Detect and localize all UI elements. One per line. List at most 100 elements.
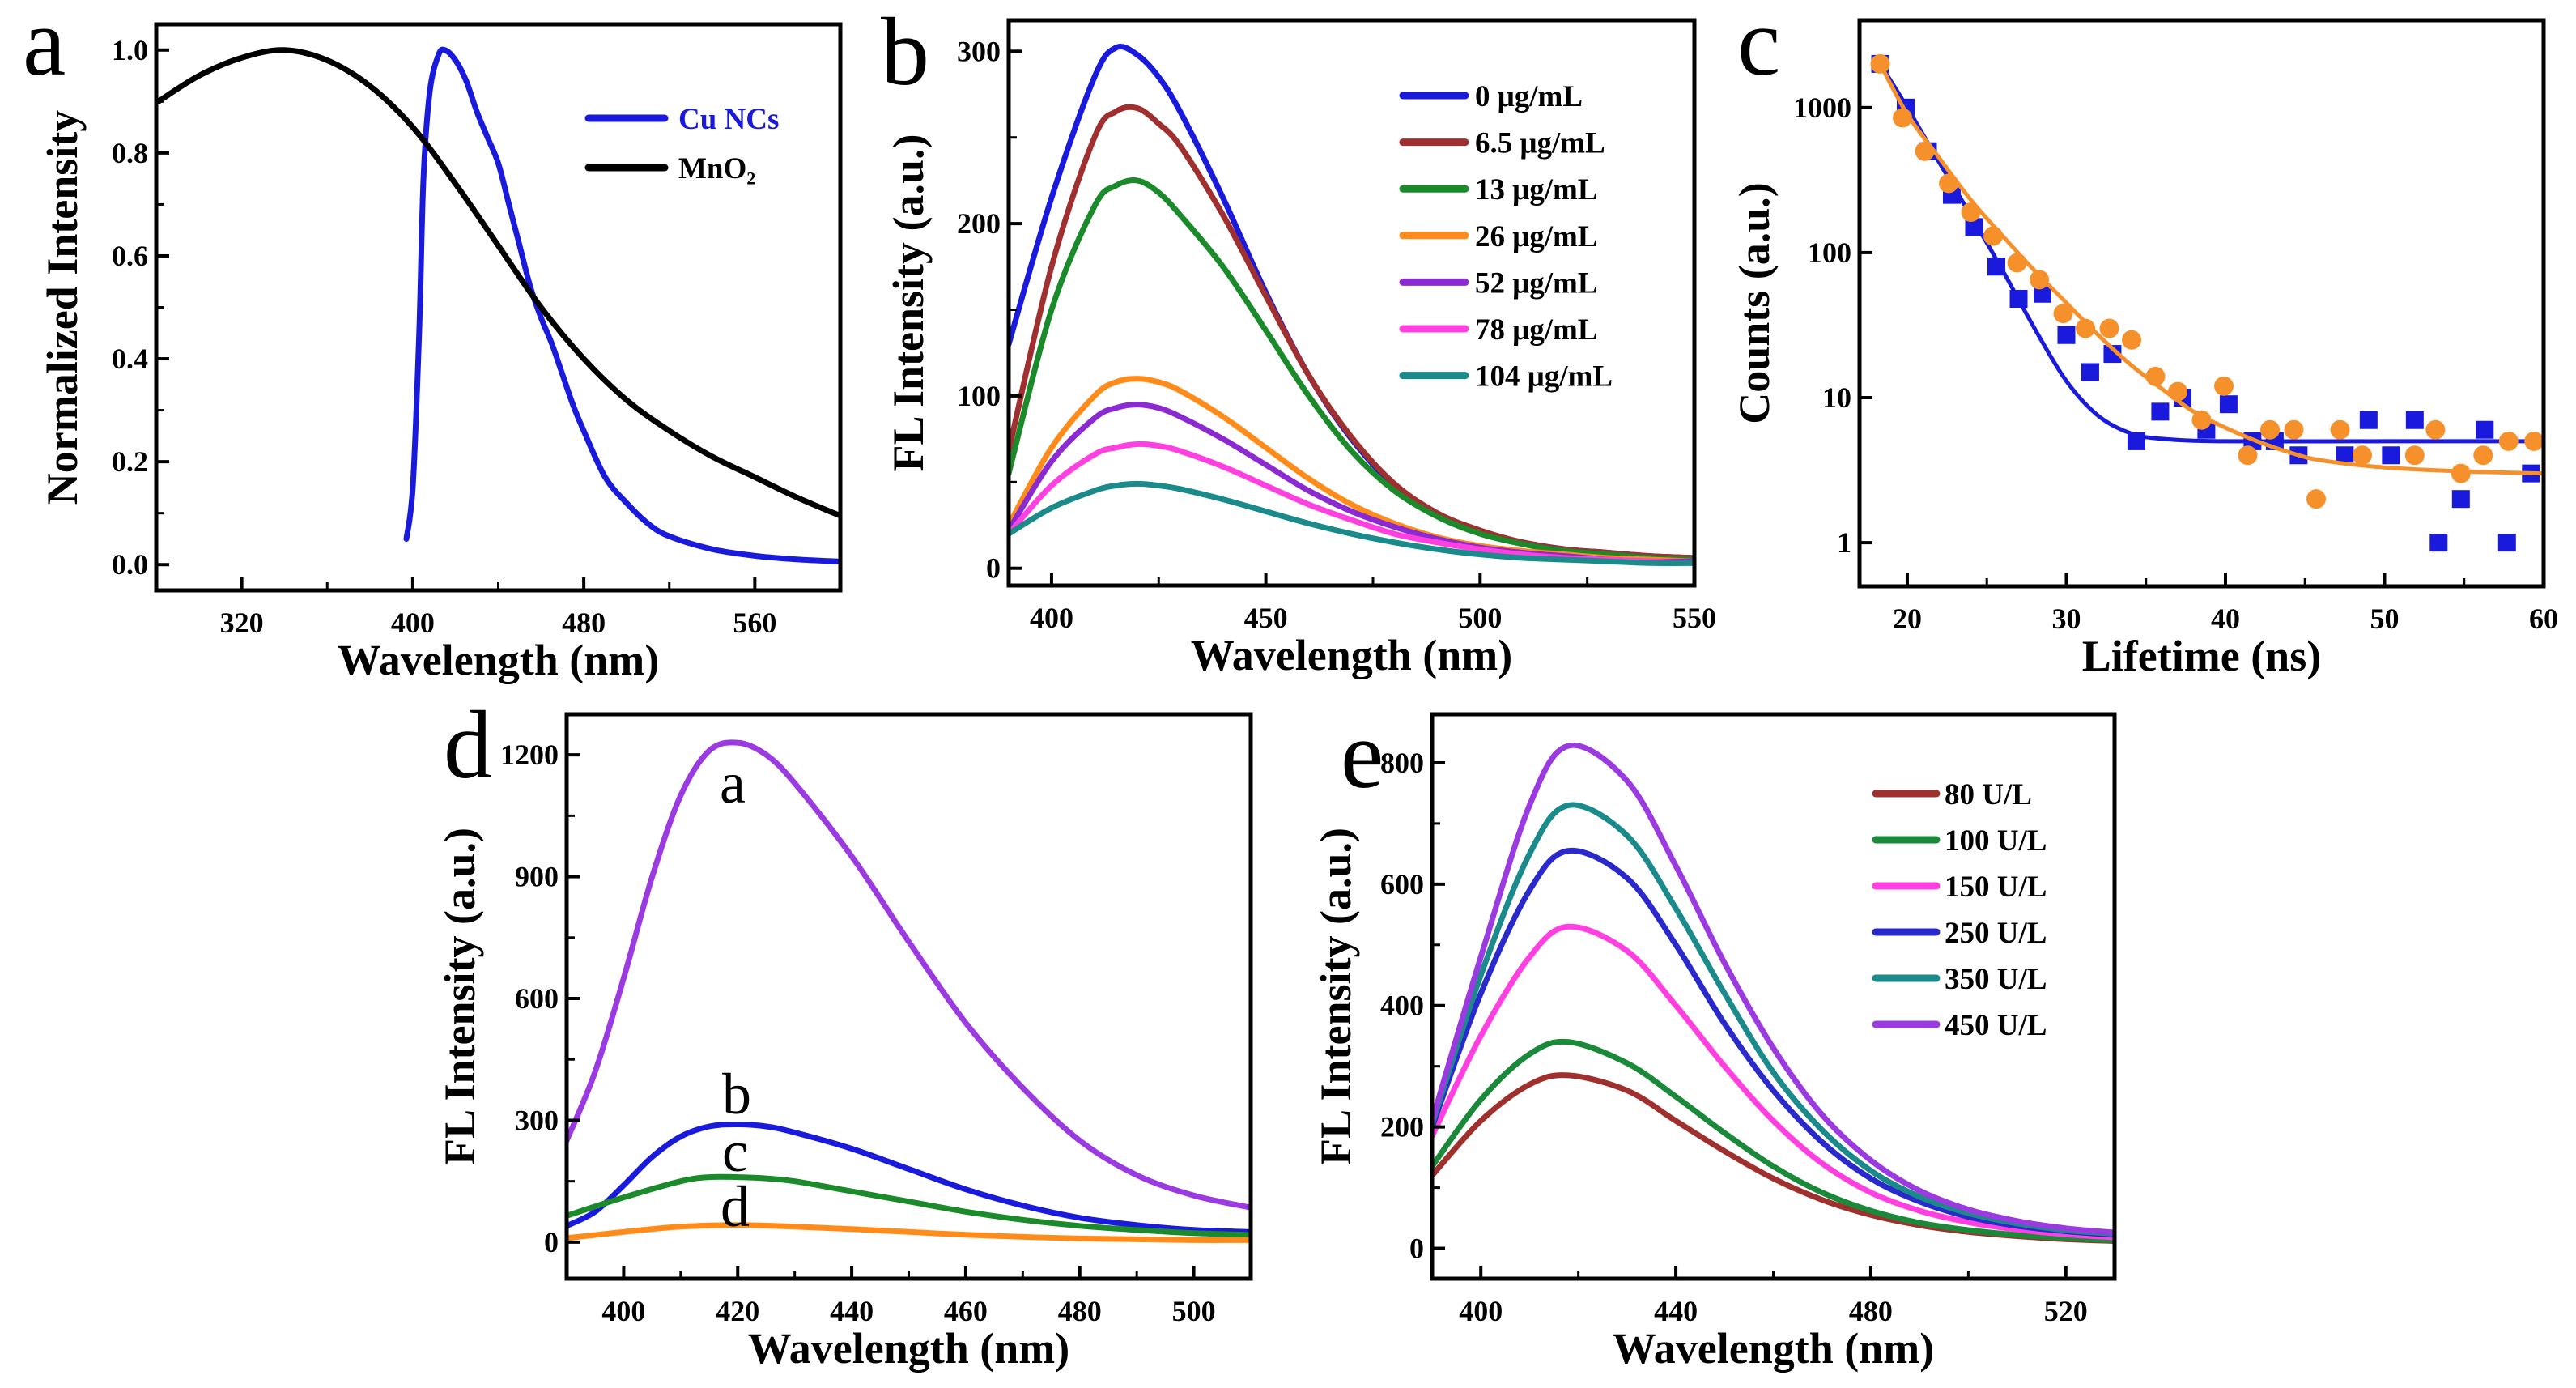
data-point-circle (2284, 419, 2304, 440)
data-point-square (2405, 411, 2424, 429)
x-tick-label: 60 (2529, 602, 2558, 635)
legend-label: 13 μg/mL (1475, 173, 1598, 206)
data-point-square (2451, 490, 2470, 509)
series-line (567, 1222, 1251, 1243)
y-tick-label: 300 (957, 35, 1001, 67)
data-point-circle (2451, 463, 2471, 483)
x-tick-label: 500 (1172, 1295, 1216, 1327)
x-tick-label: 480 (1058, 1295, 1102, 1327)
x-tick-label: 40 (2211, 602, 2240, 635)
series-line (1432, 1072, 2115, 1244)
y-tick-label: 0.0 (112, 548, 148, 581)
legend-label: 80 U/L (1945, 778, 2032, 811)
panel-c: 20 30 40 50 60 1 10 100 1000 Lifetime (ns) Counts … (1730, 0, 2558, 680)
y-axis-label: FL Intensity (a.u.) (1311, 828, 1360, 1165)
series-line (567, 739, 1251, 1211)
curve-label: d (721, 1174, 750, 1239)
y-tick-label: 300 (515, 1104, 559, 1136)
x-axis-label: Wavelength (nm) (748, 1324, 1070, 1373)
y-tick-label: 1200 (500, 739, 559, 771)
panel-letter: e (1341, 700, 1384, 808)
y-tick-label: 100 (1808, 236, 1851, 269)
data-point-circle (2030, 270, 2050, 290)
legend-label: 250 U/L (1945, 917, 2047, 950)
x-axis-label: Wavelength (nm) (1613, 1324, 1935, 1373)
series-line (1432, 923, 2115, 1241)
x-tick-label: 400 (1030, 602, 1073, 634)
x-tick-label: 500 (1458, 602, 1502, 634)
panel-a: 320 400 480 560 0.0 0.2 0.4 0.6 0.8 1.0 Wavelength… (23, 0, 843, 684)
y-tick-label: 0.6 (112, 240, 148, 272)
legend-label: 6.5 μg/mL (1475, 127, 1605, 160)
y-tick-label: 10 (1822, 381, 1851, 414)
y-tick-label: 600 (1380, 868, 1424, 900)
data-point-square (2151, 402, 2170, 421)
series-line (156, 47, 840, 519)
data-point-square (2057, 326, 2076, 344)
y-tick-label: 1 (1837, 526, 1851, 559)
data-point-circle (2425, 419, 2446, 440)
y-tick-label: 900 (515, 861, 559, 893)
data-point-square (2429, 534, 2448, 552)
panel-e: 400 440 480 520 0 200 400 600 800 Wavelength (nm)… (1311, 700, 2117, 1373)
x-tick-label: 480 (1849, 1295, 1893, 1327)
series-line (1432, 1038, 2115, 1244)
plot-frame (1006, 18, 1697, 588)
curve-label: b (722, 1062, 751, 1126)
x-tick-label: 440 (830, 1295, 874, 1327)
data-point-circle (2122, 330, 2142, 350)
data-point-circle (2053, 304, 2073, 324)
y-tick-label: 0 (986, 552, 1001, 585)
data-point-circle (2076, 318, 2096, 338)
series-line (1009, 480, 1694, 566)
panel-letter: b (881, 0, 929, 105)
x-tick-label: 480 (562, 607, 606, 639)
x-tick-label: 320 (220, 607, 264, 639)
data-point-square (2103, 345, 2122, 364)
series-line (1432, 742, 2115, 1236)
data-point-circle (1983, 226, 2004, 246)
legend-label: 0 μg/mL (1475, 80, 1583, 113)
data-point-circle (2330, 419, 2350, 440)
plot-frame (564, 712, 1253, 1281)
y-tick-label: 200 (1380, 1111, 1424, 1143)
x-tick-label: 420 (716, 1295, 759, 1327)
x-tick-label: 50 (2370, 602, 2399, 635)
data-point-square (2336, 446, 2354, 465)
fit-line (1878, 62, 2544, 444)
legend-label: 52 μg/mL (1475, 266, 1598, 300)
curve-label: c (722, 1119, 748, 1184)
data-point-circle (2238, 445, 2258, 466)
x-tick-label: 400 (391, 607, 435, 639)
y-axis-label: Counts (a.u.) (1730, 182, 1779, 424)
legend-label: 150 U/L (1945, 871, 2047, 904)
x-tick-label: 400 (1459, 1295, 1503, 1327)
y-axis-label: FL Intensity (a.u.) (884, 134, 933, 471)
x-tick-label: 450 (1244, 602, 1288, 634)
legend-label: 100 U/L (1945, 824, 2047, 858)
series-line (567, 1173, 1251, 1238)
y-tick-label: 1.0 (112, 34, 148, 66)
y-tick-label: 600 (515, 982, 559, 1015)
legend-label: 104 μg/mL (1475, 360, 1613, 394)
fit-line (1878, 62, 2544, 476)
series-line (567, 1121, 1251, 1235)
y-tick-label: 0 (1409, 1233, 1424, 1265)
data-point-circle (2404, 445, 2425, 466)
x-tick-label: 520 (2044, 1295, 2088, 1327)
data-point-circle (2498, 431, 2519, 451)
panel-letter: d (444, 691, 492, 798)
x-tick-label: 440 (1654, 1295, 1698, 1327)
data-point-circle (2352, 445, 2372, 466)
data-point-circle (2473, 445, 2493, 466)
x-tick-label: 30 (2051, 602, 2081, 635)
y-axis-label: FL Intensity (a.u.) (436, 828, 484, 1165)
series-line (1432, 802, 2115, 1237)
y-tick-label: 200 (957, 207, 1001, 240)
data-point-square (2476, 420, 2494, 439)
data-point-square (2497, 534, 2516, 552)
series-line (1009, 402, 1694, 564)
data-point-circle (2524, 431, 2544, 451)
x-axis-label: Wavelength (nm) (1191, 631, 1513, 679)
